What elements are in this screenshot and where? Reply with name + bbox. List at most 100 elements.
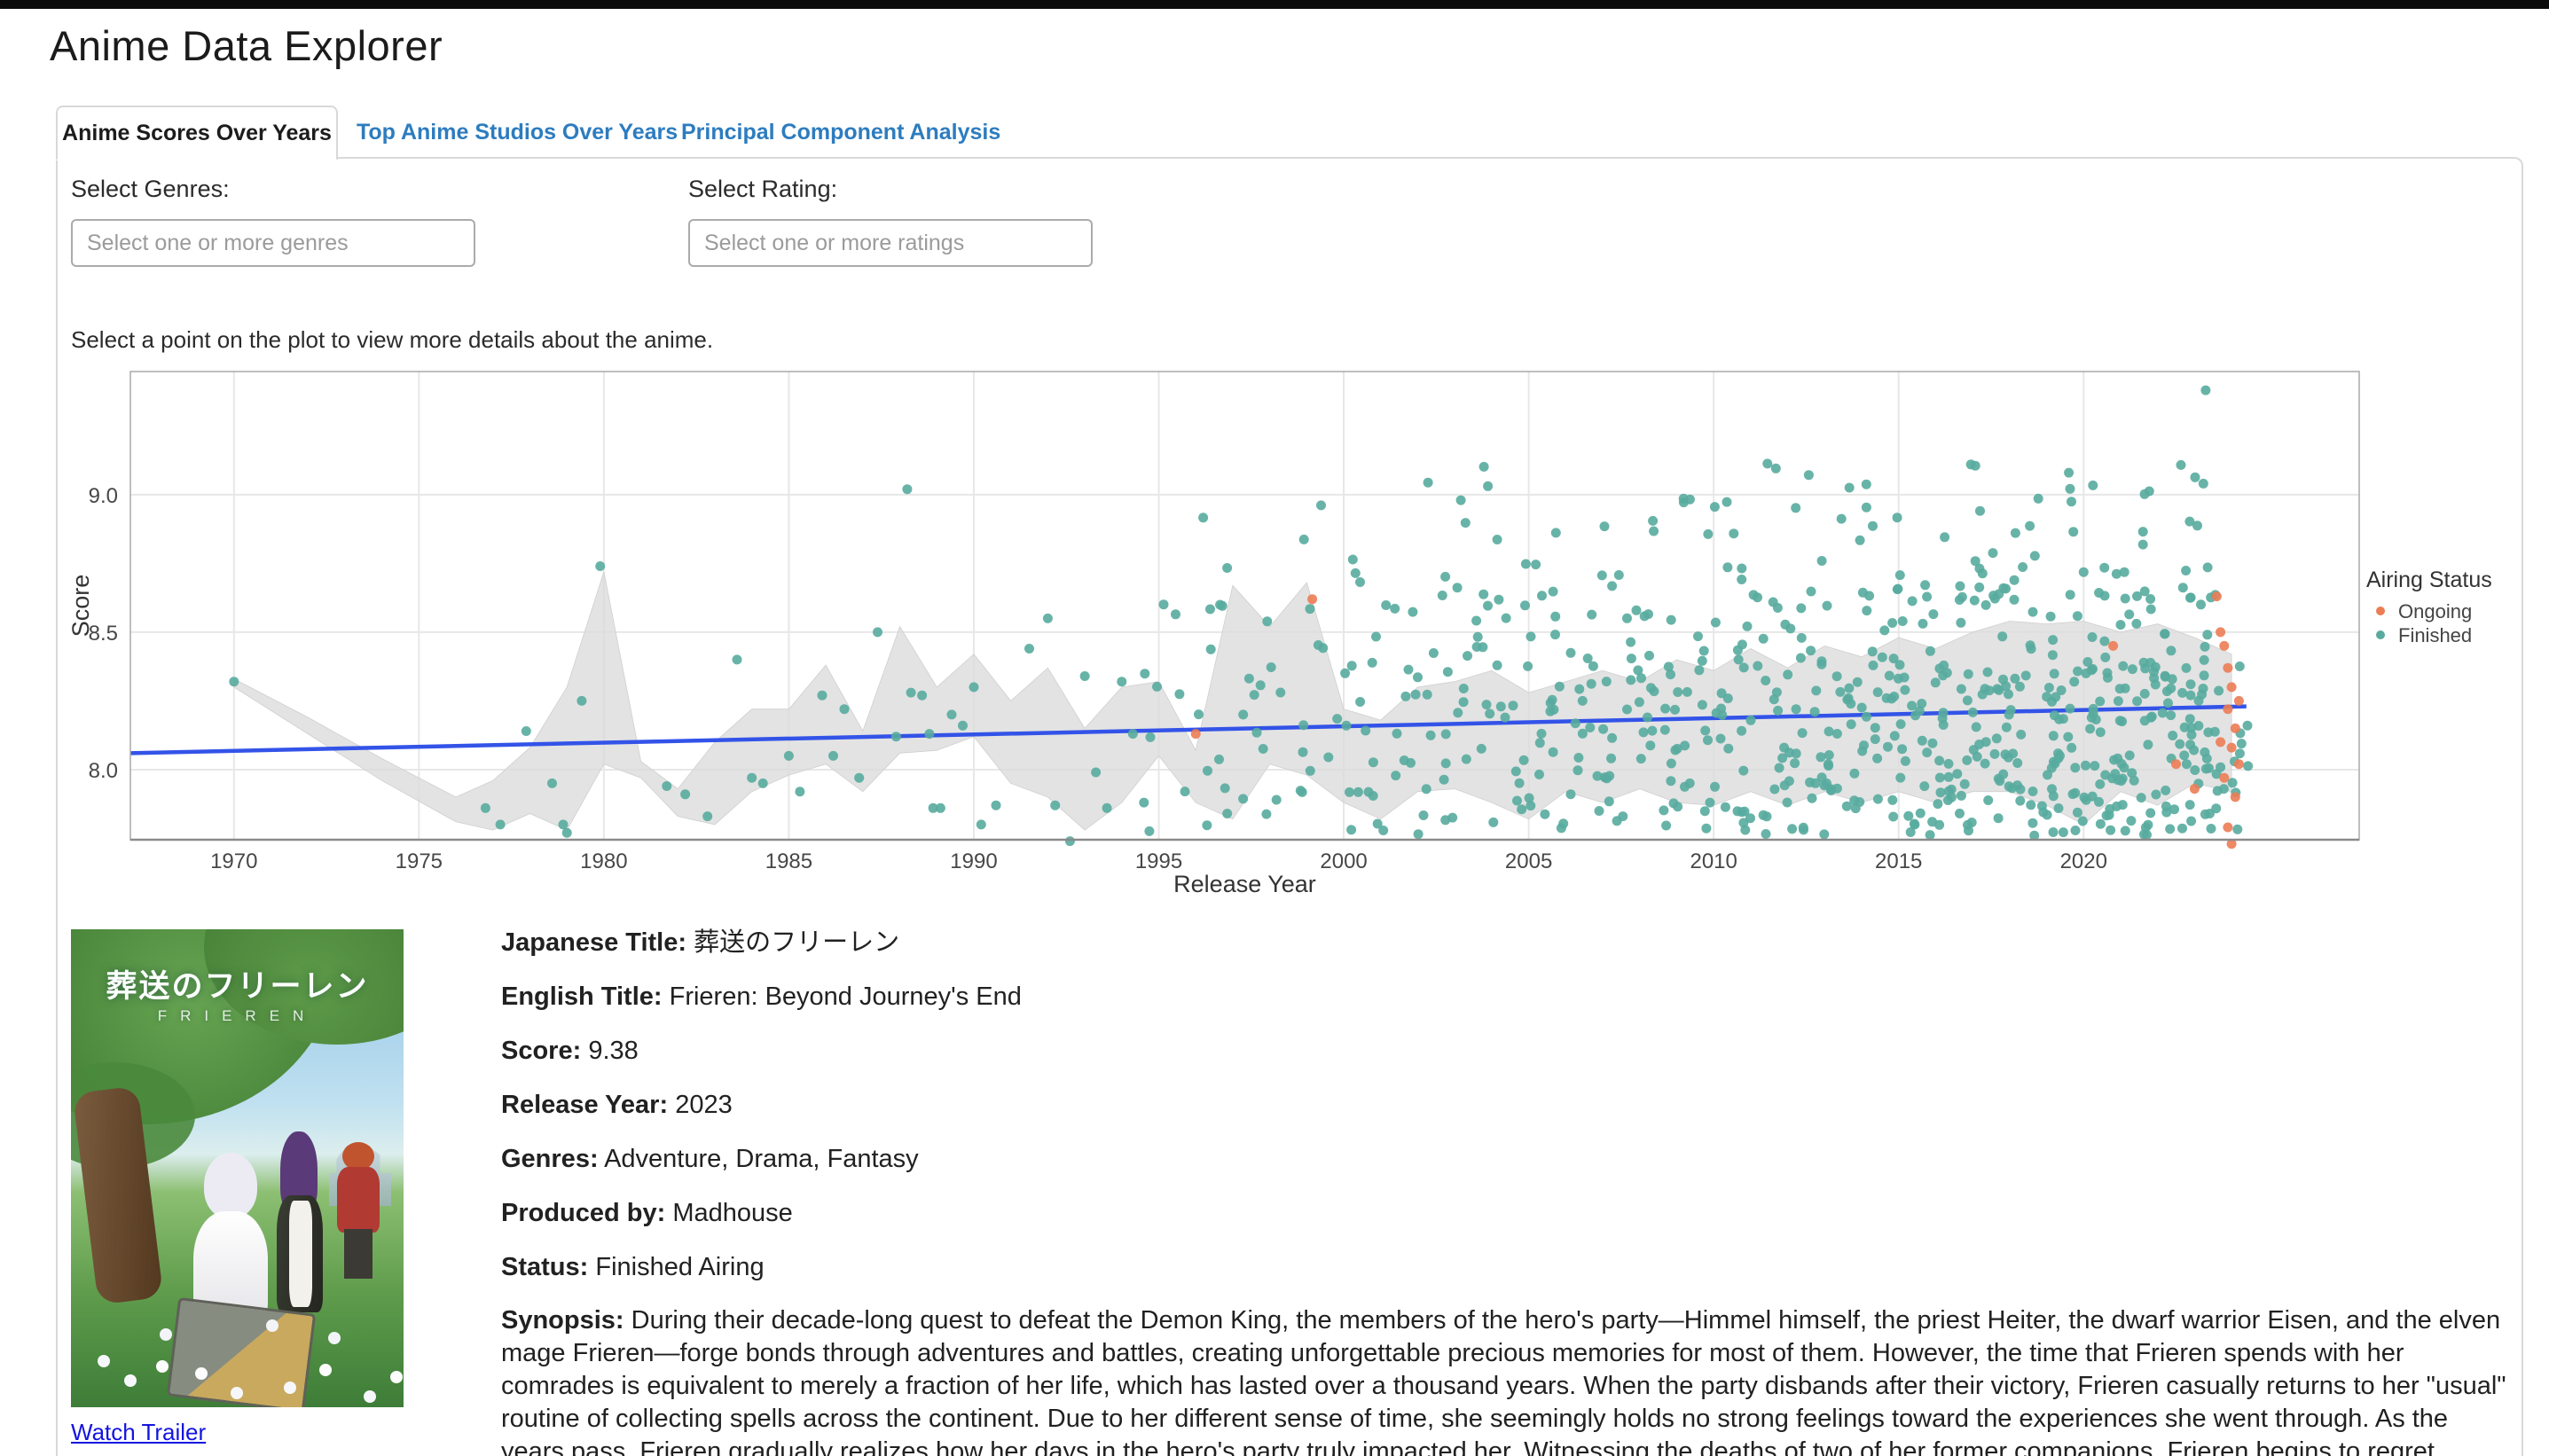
scatter-point-finished[interactable] <box>2053 803 2064 813</box>
scatter-point-finished[interactable] <box>1666 758 1676 769</box>
scatter-point-finished[interactable] <box>1895 719 1906 730</box>
scatter-point-finished[interactable] <box>1481 700 1492 710</box>
scatter-point-finished[interactable] <box>1367 657 1377 668</box>
scatter-point-finished[interactable] <box>1666 776 1676 787</box>
scatter-point-finished[interactable] <box>1064 836 1075 847</box>
scatter-point-finished[interactable] <box>547 778 557 788</box>
scatter-point-finished[interactable] <box>2065 483 2075 494</box>
scatter-point-finished[interactable] <box>2110 769 2121 779</box>
scatter-point-finished[interactable] <box>2179 750 2190 761</box>
scatter-point-finished[interactable] <box>1806 646 1816 656</box>
scatter-point-finished[interactable] <box>2166 683 2176 693</box>
scatter-point-finished[interactable] <box>1323 752 1334 763</box>
scatter-point-finished[interactable] <box>2029 551 2040 561</box>
scatter-point-finished[interactable] <box>1472 631 1483 642</box>
scatter-point-finished[interactable] <box>2043 683 2054 693</box>
scatter-point-finished[interactable] <box>1822 600 1832 611</box>
scatter-point-finished[interactable] <box>1791 503 1801 513</box>
scatter-point-finished[interactable] <box>2199 670 2209 681</box>
scatter-point-finished[interactable] <box>1408 607 1418 617</box>
scatter-point-finished[interactable] <box>1698 646 1709 656</box>
scatter-point-finished[interactable] <box>2072 807 2082 818</box>
scatter-point-finished[interactable] <box>1478 589 1489 599</box>
scatter-point-finished[interactable] <box>1787 824 1798 834</box>
scatter-point-finished[interactable] <box>1421 784 1431 795</box>
scatter-point-finished[interactable] <box>1868 521 1878 531</box>
scatter-point-finished[interactable] <box>1266 662 1276 672</box>
scatter-point-finished[interactable] <box>1738 765 1749 776</box>
scatter-point-finished[interactable] <box>1748 590 1759 600</box>
scatter-point-finished[interactable] <box>2088 480 2098 490</box>
scatter-point-finished[interactable] <box>2026 644 2036 654</box>
scatter-point-finished[interactable] <box>1508 701 1518 711</box>
scatter-point-finished[interactable] <box>1458 697 1469 708</box>
scatter-point-finished[interactable] <box>2005 705 2016 716</box>
scatter-point-finished[interactable] <box>1368 791 1378 801</box>
scatter-point-finished[interactable] <box>1914 706 1925 716</box>
scatter-point-finished[interactable] <box>1440 571 1451 582</box>
scatter-point-finished[interactable] <box>2029 830 2040 841</box>
scatter-point-finished[interactable] <box>1970 556 1980 567</box>
scatter-point-finished[interactable] <box>2139 688 2150 699</box>
scatter-point-finished[interactable] <box>1955 581 1965 591</box>
scatter-point-finished[interactable] <box>1779 742 1790 753</box>
scatter-point-finished[interactable] <box>1816 752 1826 763</box>
scatter-point-finished[interactable] <box>1922 591 1933 602</box>
scatter-point-finished[interactable] <box>1771 687 1782 698</box>
scatter-point-finished[interactable] <box>1670 704 1680 715</box>
scatter-point-finished[interactable] <box>1626 675 1636 685</box>
scatter-point-finished[interactable] <box>702 811 713 822</box>
scatter-point-finished[interactable] <box>2027 787 2038 796</box>
scatter-point-finished[interactable] <box>1783 669 1793 680</box>
scatter-point-finished[interactable] <box>1518 755 1529 765</box>
scatter-point-finished[interactable] <box>1626 637 1636 647</box>
scatter-point-finished[interactable] <box>890 732 901 742</box>
scatter-point-finished[interactable] <box>1643 712 1652 723</box>
scatter-point-finished[interactable] <box>839 704 850 715</box>
scatter-point-finished[interactable] <box>1861 711 1871 722</box>
scatter-point-finished[interactable] <box>1463 651 1472 661</box>
scatter-point-finished[interactable] <box>1877 652 1887 662</box>
scatter-point-ongoing[interactable] <box>2226 682 2237 693</box>
scatter-point-finished[interactable] <box>1745 715 1756 725</box>
scatter-point-finished[interactable] <box>1956 684 1966 694</box>
scatter-point-finished[interactable] <box>2001 583 2011 594</box>
scatter-point-finished[interactable] <box>1777 753 1788 763</box>
scatter-point-finished[interactable] <box>662 781 672 791</box>
scatter-point-finished[interactable] <box>1587 609 1597 620</box>
scatter-point-finished[interactable] <box>2157 708 2168 718</box>
scatter-point-finished[interactable] <box>1171 609 1180 620</box>
scatter-point-finished[interactable] <box>1917 699 1927 708</box>
scatter-point-finished[interactable] <box>1872 753 1883 763</box>
scatter-point-finished[interactable] <box>1673 687 1683 697</box>
scatter-point-finished[interactable] <box>2081 668 2091 678</box>
scatter-point-finished[interactable] <box>1796 603 1807 614</box>
scatter-point-finished[interactable] <box>2012 758 2023 768</box>
scatter-point-finished[interactable] <box>2099 562 2110 573</box>
scatter-point-finished[interactable] <box>2193 695 2204 706</box>
scatter-point-finished[interactable] <box>1537 591 1547 601</box>
scatter-point-finished[interactable] <box>2008 748 2019 759</box>
scatter-point-finished[interactable] <box>1797 728 1808 739</box>
scatter-point-finished[interactable] <box>1920 580 1931 591</box>
scatter-point-finished[interactable] <box>1892 513 1902 523</box>
scatter-point-finished[interactable] <box>1523 661 1533 671</box>
scatter-point-finished[interactable] <box>1758 810 1769 820</box>
scatter-point-finished[interactable] <box>2131 618 2142 629</box>
scatter-point-finished[interactable] <box>1868 660 1878 670</box>
scatter-point-finished[interactable] <box>1975 505 1985 516</box>
scatter-point-finished[interactable] <box>2202 562 2213 573</box>
scatter-point-finished[interactable] <box>2132 591 2142 601</box>
scatter-point-finished[interactable] <box>1298 720 1309 731</box>
scatter-point-finished[interactable] <box>2106 825 2116 835</box>
scatter-point-finished[interactable] <box>1638 727 1649 738</box>
scatter-point-ongoing[interactable] <box>2233 759 2244 770</box>
scatter-point-finished[interactable] <box>1626 654 1636 664</box>
scatter-point-ongoing[interactable] <box>1190 729 1201 740</box>
scatter-point-finished[interactable] <box>2202 630 2213 640</box>
scatter-point-finished[interactable] <box>1258 744 1268 754</box>
scatter-point-finished[interactable] <box>2176 459 2186 470</box>
scatter-point-finished[interactable] <box>2169 804 2179 815</box>
scatter-point-finished[interactable] <box>1967 707 1978 717</box>
scatter-point-finished[interactable] <box>1565 647 1576 658</box>
